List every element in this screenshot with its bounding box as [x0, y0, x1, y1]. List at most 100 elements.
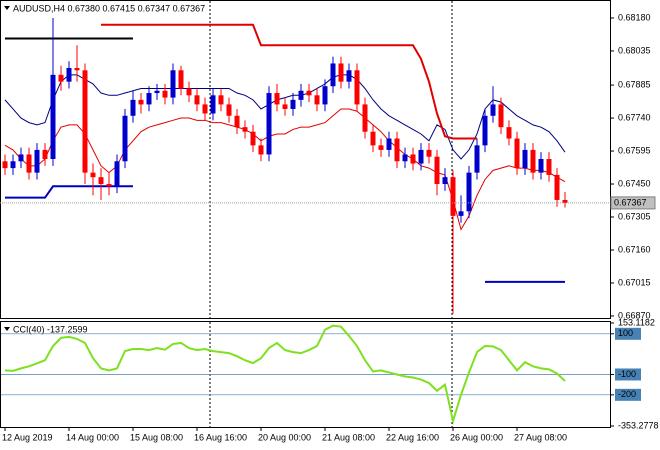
candle-body	[546, 159, 552, 175]
candle-body	[370, 131, 376, 146]
candle-body	[178, 70, 184, 89]
candle-body	[98, 177, 104, 185]
candle-body	[562, 199, 568, 203]
line	[4, 324, 566, 426]
candle-body	[410, 154, 416, 164]
candle-body	[458, 211, 464, 216]
indicator-title: CCI(40) -137.2599	[13, 324, 88, 334]
candle-body	[66, 68, 72, 82]
y-tick-label: -353.2778	[618, 420, 659, 430]
candle-body	[522, 149, 528, 169]
level-label-box	[615, 388, 641, 401]
candle-body	[530, 149, 536, 173]
y-tick-label: 0.68180	[618, 12, 651, 22]
y-tick-label: -200	[618, 389, 636, 399]
candle-body	[418, 149, 424, 164]
price-label: 0.67367	[614, 197, 647, 207]
candle-body	[362, 104, 368, 132]
candle-body	[298, 90, 304, 100]
candle-body	[34, 149, 40, 173]
candle-body	[130, 99, 136, 116]
candle-body	[186, 88, 192, 96]
candle-body	[314, 95, 320, 105]
candle-body	[194, 95, 200, 105]
candle-body	[234, 115, 240, 128]
x-tick-label: 16 Aug 16:00	[194, 432, 247, 442]
y-tick-label: -100	[618, 369, 636, 379]
candle-body	[290, 99, 296, 109]
candle-body	[330, 63, 336, 87]
candle-body	[90, 172, 96, 178]
level-label-box	[615, 327, 641, 340]
chart-title: AUDUSD,H4 0.67380 0.67415 0.67347 0.6736…	[13, 3, 205, 13]
x-tick-label: 20 Aug 00:00	[258, 432, 311, 442]
level-label-box	[615, 368, 641, 381]
price-label-box	[610, 196, 656, 210]
candle-body	[122, 115, 128, 162]
y-tick-label: 0.67740	[618, 112, 651, 122]
y-tick-label: 153.1182	[618, 317, 655, 327]
candle-body	[114, 161, 120, 187]
line	[5, 185, 133, 199]
candle-body	[42, 149, 48, 159]
candle-body	[162, 90, 168, 98]
x-tick-label: 14 Aug 00:00	[66, 432, 119, 442]
candle-body	[226, 104, 232, 116]
candle-body	[354, 70, 360, 105]
candle-body	[106, 184, 112, 187]
x-tick-label: 26 Aug 00:00	[450, 432, 503, 442]
candle-body	[2, 161, 8, 169]
candle-body	[490, 104, 496, 116]
candle-body	[74, 68, 80, 71]
candle-body	[18, 154, 24, 162]
candle-body	[266, 93, 272, 155]
candle-body	[538, 159, 544, 173]
candle-body	[554, 174, 560, 200]
candle-body	[378, 145, 384, 150]
y-tick-label: 0.67450	[618, 178, 651, 188]
symbol-icon	[4, 6, 10, 10]
candle-body	[82, 70, 88, 173]
line	[101, 23, 477, 140]
candle-body	[498, 104, 504, 128]
y-tick-label: 0.67885	[618, 79, 651, 89]
candle-body	[146, 93, 152, 105]
candle-body	[466, 172, 472, 212]
candle-body	[386, 138, 392, 150]
candle-body	[218, 95, 224, 105]
candle-body	[482, 115, 488, 146]
y-tick-label: 0.67160	[618, 244, 651, 254]
candle-body	[258, 145, 264, 155]
line	[4, 108, 566, 231]
candle-body	[138, 99, 144, 105]
candle-body	[434, 156, 440, 185]
candle-body	[338, 63, 344, 82]
candle-body	[154, 90, 160, 94]
x-tick-label: 21 Aug 08:00	[322, 432, 375, 442]
candle-body	[202, 104, 208, 114]
candle-body	[506, 127, 512, 139]
candle-body	[322, 86, 328, 105]
candle-body	[514, 138, 520, 169]
candle-body	[10, 161, 16, 169]
y-tick-label: 0.67305	[618, 211, 651, 221]
candle-body	[402, 154, 408, 162]
candle-body	[346, 70, 352, 82]
candle-body	[250, 131, 256, 146]
candle-body	[170, 70, 176, 98]
candle-body	[210, 95, 216, 114]
candle-body	[442, 177, 448, 185]
x-tick-label: 27 Aug 08:00	[514, 432, 567, 442]
y-tick-label: 100	[618, 328, 633, 338]
candle-body	[450, 177, 456, 216]
y-tick-label: 0.68035	[618, 45, 651, 55]
candle-body	[282, 104, 288, 109]
indicator-icon	[4, 327, 10, 331]
candle-body	[50, 74, 56, 159]
candle-body	[274, 93, 280, 105]
x-tick-label: 12 Aug 2019	[2, 432, 53, 442]
x-tick-label: 22 Aug 16:00	[386, 432, 439, 442]
candle-body	[26, 154, 32, 173]
candle-body	[58, 74, 64, 82]
